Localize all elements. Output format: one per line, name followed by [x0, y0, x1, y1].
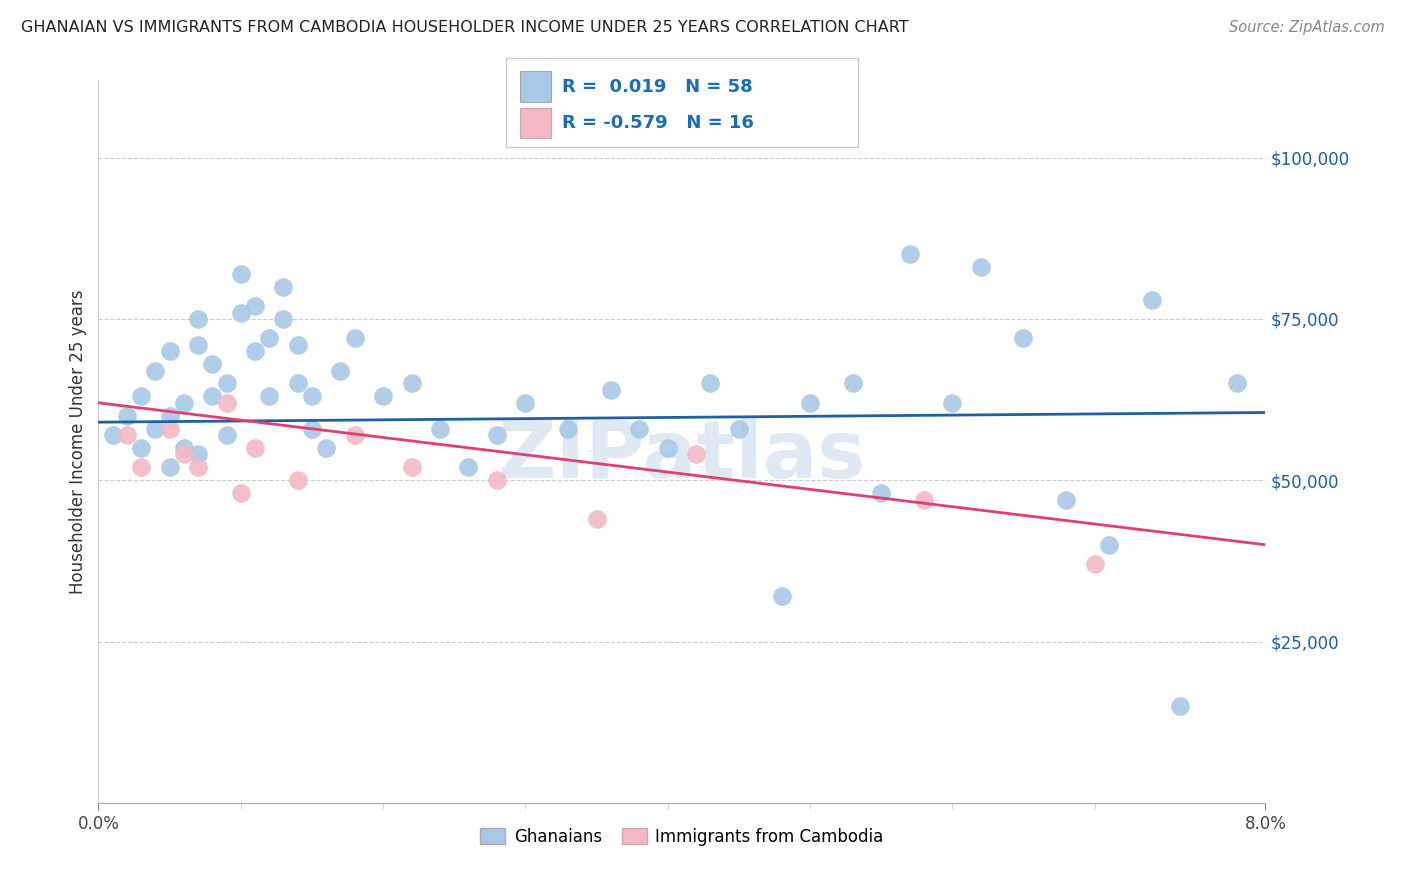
Point: [115, 409, 138, 423]
Point: [143, 422, 166, 436]
Point: [229, 305, 252, 319]
Legend: Ghanaians, Immigrants from Cambodia: Ghanaians, Immigrants from Cambodia: [474, 821, 890, 852]
Point: [371, 389, 394, 403]
Point: [315, 441, 337, 455]
Point: [243, 344, 266, 359]
Point: [585, 512, 607, 526]
Point: [173, 396, 195, 410]
Point: [159, 344, 181, 359]
Text: R =  0.019   N = 58: R = 0.019 N = 58: [562, 78, 754, 95]
Point: [1140, 293, 1163, 307]
Point: [187, 312, 209, 326]
Point: [343, 428, 366, 442]
Point: [187, 447, 209, 461]
Point: [1012, 331, 1035, 345]
Point: [841, 376, 863, 391]
Point: [1168, 699, 1191, 714]
Point: [485, 473, 508, 487]
Text: R = -0.579   N = 16: R = -0.579 N = 16: [562, 114, 754, 132]
Point: [159, 460, 181, 475]
Point: [699, 376, 721, 391]
Point: [187, 460, 209, 475]
Point: [257, 389, 280, 403]
Point: [115, 428, 138, 442]
Text: Source: ZipAtlas.com: Source: ZipAtlas.com: [1229, 20, 1385, 35]
Point: [273, 279, 295, 293]
Point: [727, 422, 749, 436]
Point: [287, 376, 309, 391]
Point: [401, 376, 423, 391]
Point: [215, 376, 238, 391]
Point: [557, 422, 579, 436]
Point: [1098, 538, 1121, 552]
Point: [159, 422, 181, 436]
Point: [898, 247, 921, 261]
Point: [129, 389, 152, 403]
Point: [229, 486, 252, 500]
Point: [201, 357, 224, 371]
Point: [1226, 376, 1249, 391]
Text: GHANAIAN VS IMMIGRANTS FROM CAMBODIA HOUSEHOLDER INCOME UNDER 25 YEARS CORRELATI: GHANAIAN VS IMMIGRANTS FROM CAMBODIA HOU…: [21, 20, 908, 35]
Point: [287, 338, 309, 352]
Point: [1054, 492, 1077, 507]
Point: [301, 389, 323, 403]
Point: [201, 389, 224, 403]
Point: [657, 441, 679, 455]
Point: [273, 312, 295, 326]
Point: [685, 447, 707, 461]
Point: [799, 396, 821, 410]
Point: [243, 299, 266, 313]
Point: [287, 473, 309, 487]
Point: [457, 460, 479, 475]
Point: [870, 486, 893, 500]
Point: [515, 396, 537, 410]
Point: [143, 363, 166, 377]
Point: [129, 460, 152, 475]
Point: [628, 422, 651, 436]
Point: [215, 396, 238, 410]
Point: [301, 422, 323, 436]
Point: [401, 460, 423, 475]
Point: [343, 331, 366, 345]
Point: [770, 590, 793, 604]
Point: [129, 441, 152, 455]
Point: [329, 363, 352, 377]
Point: [187, 338, 209, 352]
Point: [599, 383, 621, 397]
Point: [173, 441, 195, 455]
Point: [229, 267, 252, 281]
Point: [429, 422, 451, 436]
Y-axis label: Householder Income Under 25 years: Householder Income Under 25 years: [69, 289, 87, 594]
Text: ZIPatlas: ZIPatlas: [498, 417, 866, 495]
Point: [159, 409, 181, 423]
Point: [912, 492, 935, 507]
Point: [485, 428, 508, 442]
Point: [970, 260, 993, 275]
Point: [1084, 557, 1107, 571]
Point: [941, 396, 963, 410]
Point: [173, 447, 195, 461]
Point: [215, 428, 238, 442]
Point: [257, 331, 280, 345]
Point: [101, 428, 124, 442]
Point: [243, 441, 266, 455]
